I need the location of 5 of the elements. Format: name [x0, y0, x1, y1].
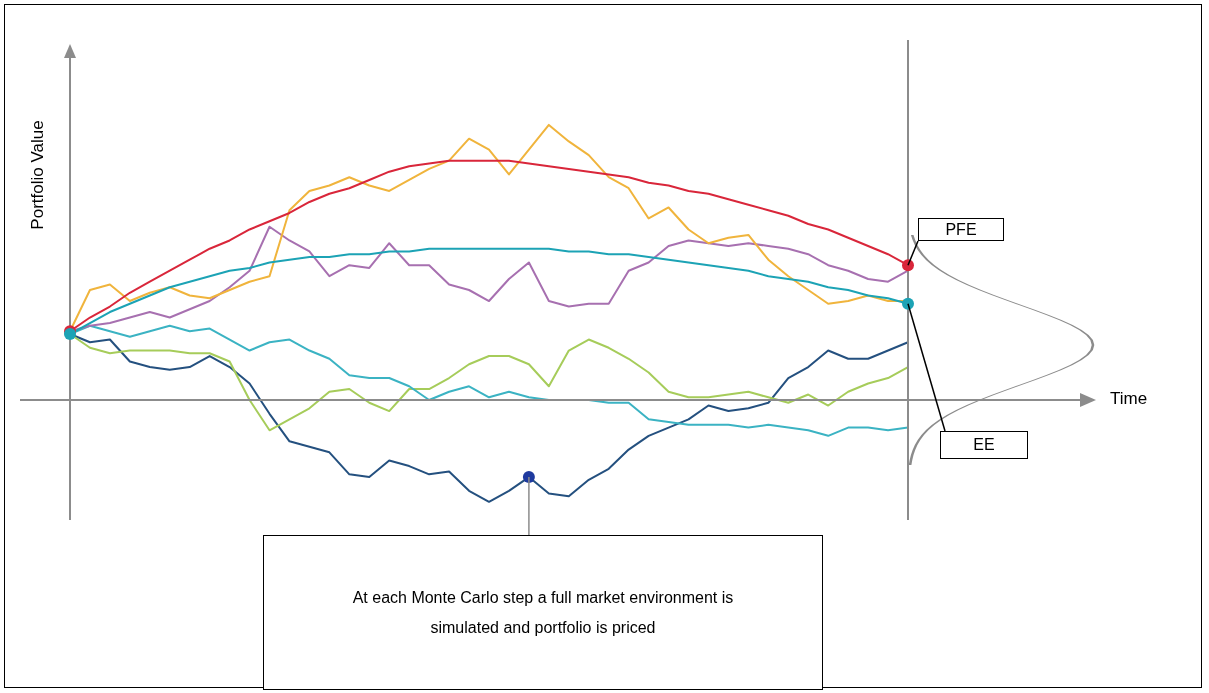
callout-box: At each Monte Carlo step a full market environment is simulated and portfolio is priced — [263, 535, 823, 690]
y-axis-title: Portfolio Value — [28, 120, 48, 230]
callout-box: PFE — [918, 218, 1004, 241]
text: Time — [1110, 389, 1148, 410]
callout-box: EE — [940, 431, 1028, 459]
